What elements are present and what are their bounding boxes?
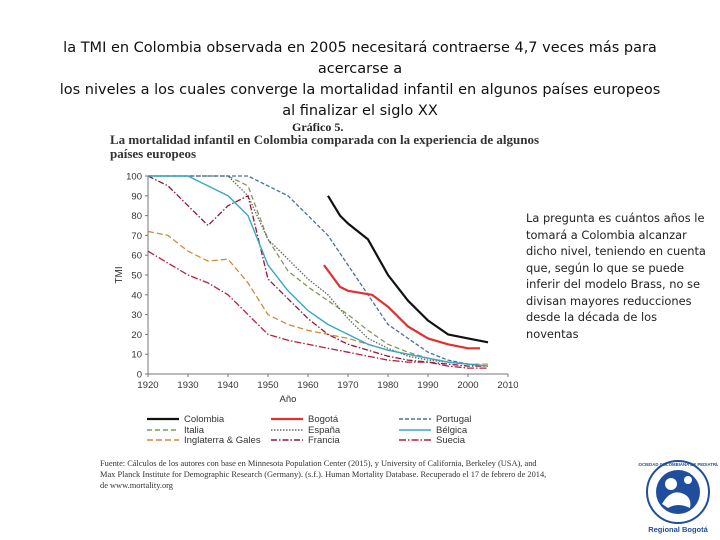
y-tick-label: 100 — [126, 172, 142, 183]
series-line-portugal — [148, 175, 489, 367]
legend-swatch — [271, 439, 303, 442]
legend-label: Italia — [184, 424, 205, 436]
logo-figure-body-icon — [662, 492, 691, 508]
series-line-francia — [148, 175, 488, 367]
legend-label: Suecia — [436, 435, 466, 446]
legend-swatch — [271, 418, 303, 421]
series-line-b-lgica — [148, 175, 489, 367]
legend-swatch — [147, 418, 179, 421]
legend-label: Bogotá — [308, 414, 339, 425]
legend-swatch — [399, 429, 431, 431]
slide-title: la TMI en Colombia observada en 2005 nec… — [40, 38, 680, 122]
logo-figure-head-icon — [665, 478, 677, 490]
x-tick-label: 1920 — [137, 380, 158, 391]
legend-swatch — [399, 418, 431, 421]
legend-swatch — [271, 429, 303, 431]
legend-item-colombia: Colombia — [146, 414, 224, 425]
legend-label: Portugal — [436, 414, 472, 425]
y-tick-label: 0 — [137, 370, 142, 381]
x-tick-label: 1970 — [337, 380, 358, 391]
legend-label: Colombia — [184, 414, 225, 425]
x-tick-label: 1930 — [177, 380, 198, 391]
y-tick-label: 90 — [131, 191, 142, 202]
legend-item-portugal: Portugal — [398, 414, 471, 425]
y-tick-label: 20 — [131, 330, 142, 341]
x-axis-label: Año — [280, 394, 297, 405]
legend-label: Francia — [308, 435, 340, 446]
y-axis-label: TMI — [114, 266, 125, 283]
legend-label: Inglaterra & Gales — [184, 435, 261, 446]
legend-item-bogot-: Bogotá — [270, 414, 338, 425]
x-tick-label: 1940 — [217, 380, 238, 391]
x-tick-label: 1950 — [257, 380, 278, 391]
legend-label: España — [308, 424, 341, 436]
series-line-italia — [148, 175, 489, 367]
slide-title-line-1: la TMI en Colombia observada en 2005 nec… — [63, 40, 657, 77]
chart-title: La mortalidad infantil en Colombia compa… — [110, 132, 540, 161]
legend-item-suecia: Suecia — [398, 435, 465, 446]
x-tick-label: 1990 — [417, 380, 438, 391]
legend-swatch — [147, 439, 179, 442]
figure-label: Gráfico 5. — [292, 120, 344, 134]
figure-source: Fuente: Cálculos de los autores con base… — [100, 459, 547, 490]
slide-title-line-3: al finalizar el siglo XX — [282, 103, 438, 119]
y-tick-label: 30 — [131, 310, 142, 321]
series-line-bogot- — [323, 264, 480, 350]
legend-item-inglaterra-gales: Inglaterra & Gales — [146, 435, 261, 446]
line-chart: 0 10 20 30 40 50 60 70 80 90 100 1920 1930 1940 1950 19… — [114, 172, 518, 406]
logo-caption: Regional Bogotá — [648, 525, 708, 534]
side-note: La pregunta es cuántos años le tomará a … — [526, 211, 706, 341]
y-tick-label: 40 — [131, 290, 142, 301]
x-tick-label: 1960 — [297, 380, 318, 391]
y-tick-label: 60 — [131, 251, 142, 262]
legend-label: Bélgica — [436, 424, 468, 436]
y-tick-label: 50 — [131, 271, 142, 282]
y-tick-label: 70 — [131, 231, 142, 242]
legend-swatch — [147, 429, 179, 431]
legend-item-francia: Francia — [270, 435, 340, 446]
slide-title-line-2: los niveles a los cuales converge la mor… — [59, 82, 661, 98]
series-line-colombia — [327, 195, 489, 344]
legend-item-italia: Italia — [146, 425, 204, 436]
legend-swatch — [399, 439, 431, 442]
legend-item-b-lgica: Bélgica — [398, 425, 467, 436]
x-tick-label: 2010 — [497, 380, 518, 391]
legend-item-espa-a: España — [270, 425, 340, 436]
series-line-suecia — [148, 250, 488, 369]
y-tick-label: 80 — [131, 211, 142, 222]
society-logo: SOCIEDAD COLOMBIANA DE PEDIATRÍA — [638, 460, 718, 524]
series-line-inglaterra-gales — [148, 230, 488, 365]
series-line-espa-a — [148, 175, 489, 367]
logo-ring-text: SOCIEDAD COLOMBIANA DE PEDIATRÍA — [638, 462, 718, 467]
x-tick-label: 2000 — [457, 380, 478, 391]
x-tick-label: 1980 — [377, 380, 398, 391]
y-tick-label: 10 — [131, 350, 142, 361]
